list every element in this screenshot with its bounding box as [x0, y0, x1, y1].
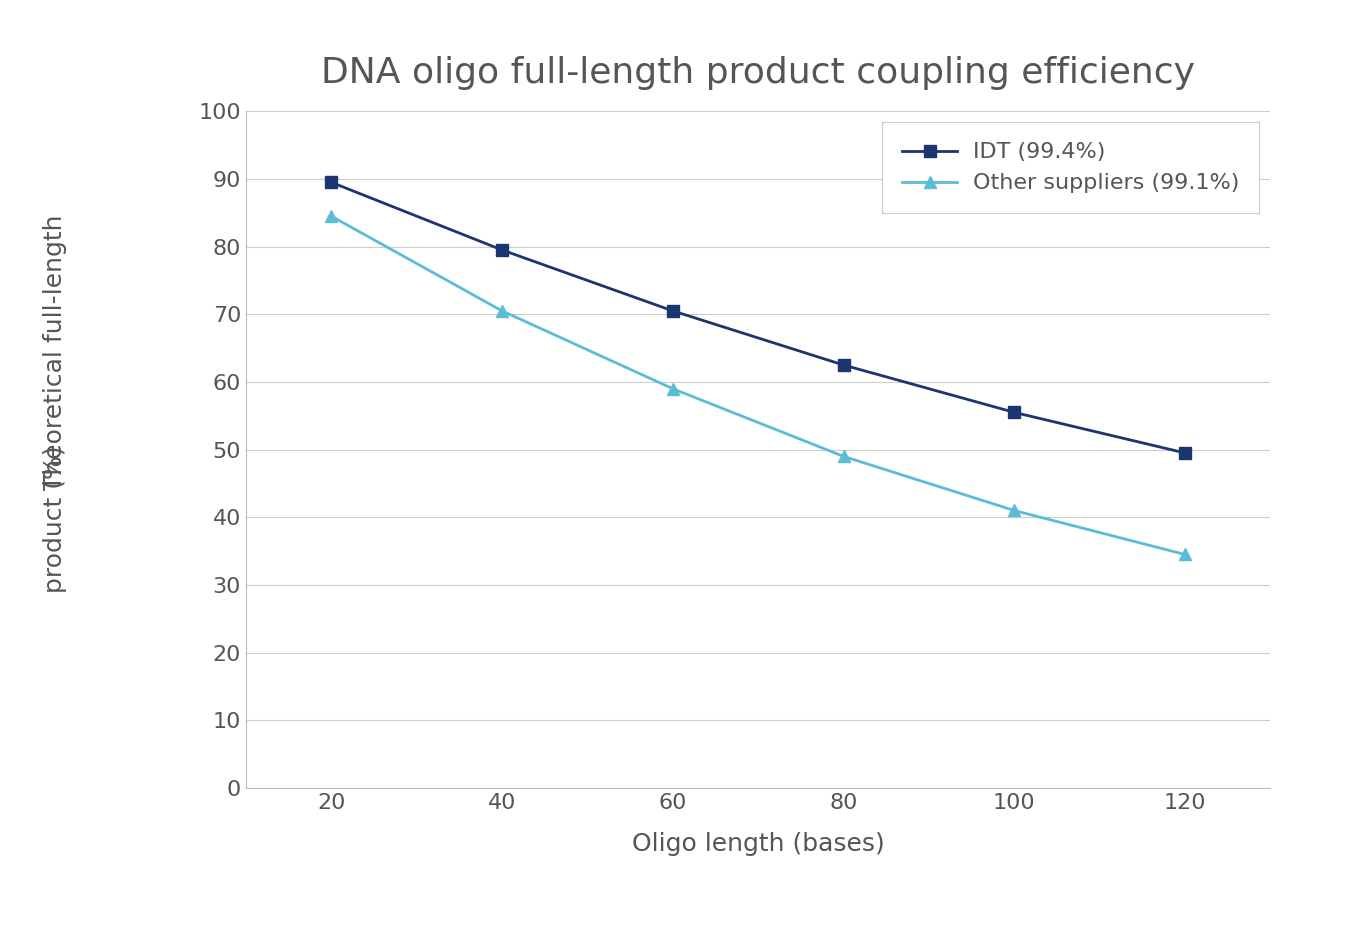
Other suppliers (99.1%) — [1177, 549, 1194, 560]
Text: product (%): product (%) — [42, 445, 67, 593]
Other suppliers (99.1%) — [836, 451, 852, 462]
IDT (99.4%) — [664, 305, 680, 316]
Other suppliers (99.1%) — [322, 210, 339, 222]
Title: DNA oligo full-length product coupling efficiency: DNA oligo full-length product coupling e… — [321, 57, 1195, 91]
Other suppliers (99.1%) — [494, 305, 511, 316]
Line: IDT (99.4%): IDT (99.4%) — [325, 176, 1191, 459]
Legend: IDT (99.4%), Other suppliers (99.1%): IDT (99.4%), Other suppliers (99.1%) — [882, 122, 1259, 213]
IDT (99.4%) — [1177, 448, 1194, 459]
IDT (99.4%) — [1005, 407, 1022, 418]
Other suppliers (99.1%) — [1005, 505, 1022, 516]
Other suppliers (99.1%) — [664, 383, 680, 394]
Line: Other suppliers (99.1%): Other suppliers (99.1%) — [325, 210, 1191, 561]
X-axis label: Oligo length (bases): Oligo length (bases) — [631, 832, 885, 857]
IDT (99.4%) — [322, 177, 339, 188]
IDT (99.4%) — [494, 245, 511, 256]
Text: Theoretical full-length: Theoretical full-length — [42, 214, 67, 490]
IDT (99.4%) — [836, 360, 852, 371]
